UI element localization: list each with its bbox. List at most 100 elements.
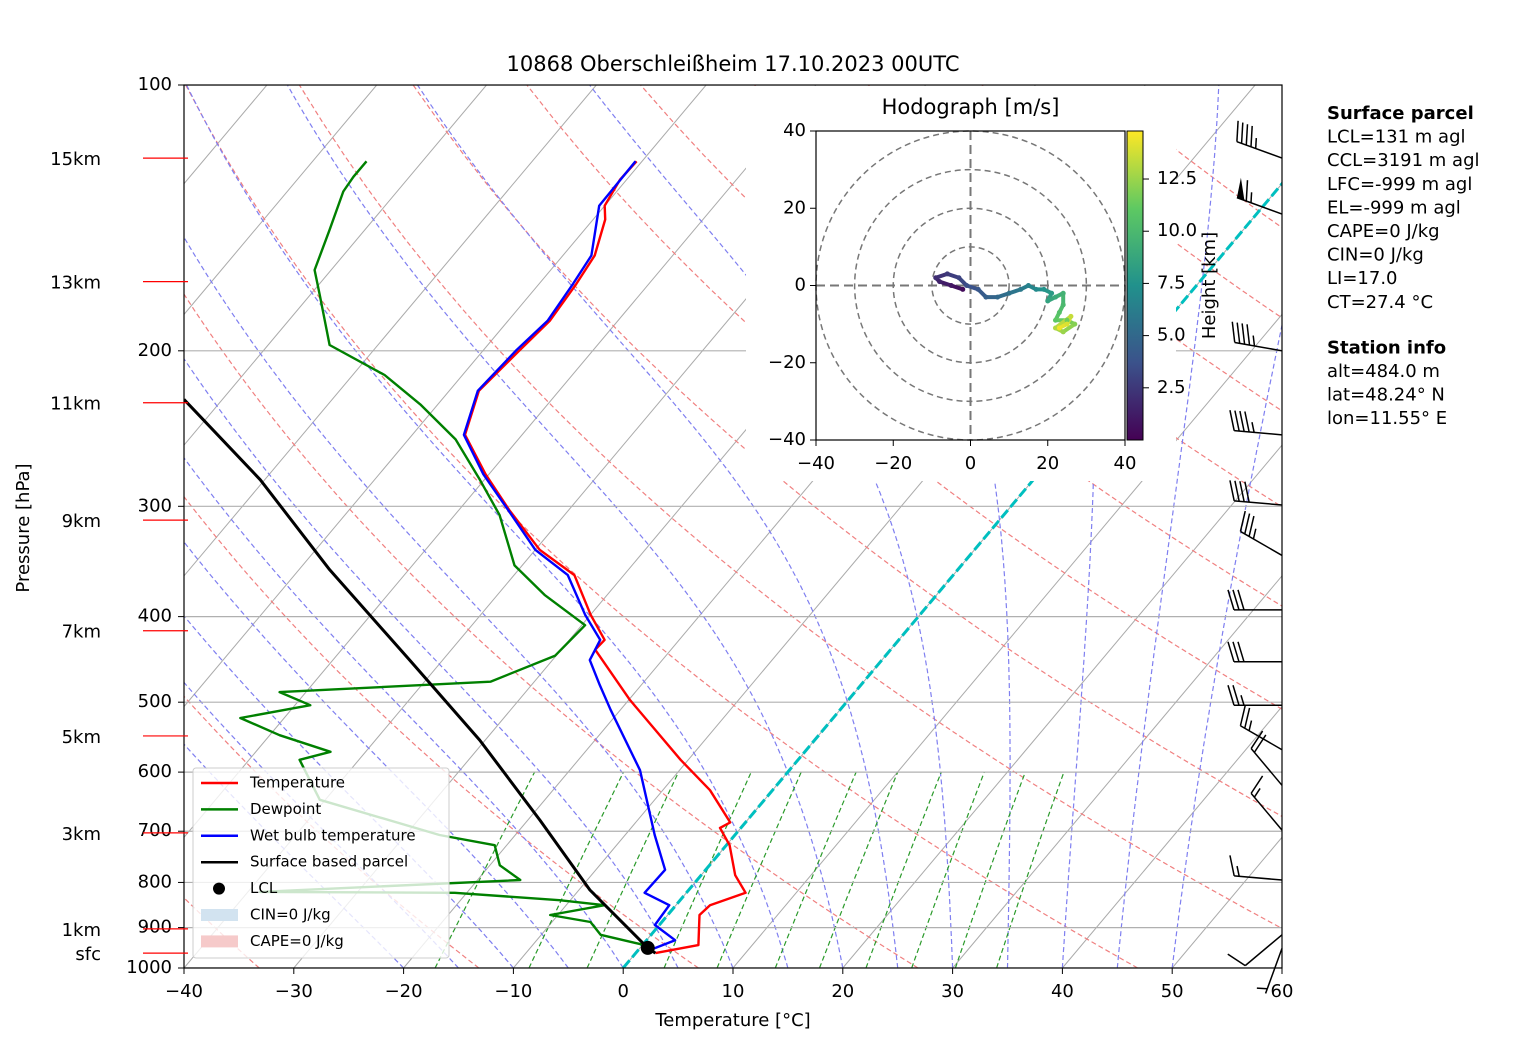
barb-feather [1241,323,1246,345]
info-line: alt=484.0 m [1327,361,1440,382]
wind-barb [1250,730,1283,786]
y-tick-label: 400 [138,606,172,627]
hodograph-point [1052,294,1058,300]
info-line: LCL=131 m agl [1327,127,1466,148]
barb-feather [1239,705,1246,726]
barb-feather [1245,180,1249,202]
barb-feather [1250,730,1264,749]
hodograph-point [975,286,981,292]
barb-feather [1227,685,1235,706]
legend-label: Temperature [249,774,345,792]
hodograph-background [746,86,1176,481]
hodograph-point [1060,302,1066,308]
barb-feather [1246,324,1251,346]
barb-half-feather [1254,138,1258,149]
moist-adiabat [184,541,569,968]
legend-label: Surface based parcel [250,853,408,871]
info-line: CCL=3191 m agl [1327,150,1480,171]
barb-staff [1234,875,1283,881]
height-label: 1km [62,920,101,941]
barb-feather [1231,321,1236,343]
colorbar-tick-label: 12.5 [1157,168,1197,189]
isotherm [732,313,1282,968]
x-tick-label: −10 [494,981,532,1002]
info-line: CT=27.4 °C [1327,292,1433,313]
profile-line [184,398,657,955]
colorbar-tick-label: 7.5 [1157,272,1186,293]
wind-barb [1227,934,1283,967]
x-tick-label: 0 [965,453,976,474]
profile-line [462,160,677,952]
x-tick-label: 40 [1051,981,1074,1002]
y-tick-label: 900 [138,917,172,938]
moist-adiabat [184,456,624,968]
barb-half-feather [1250,192,1253,203]
barb-half-feather [1236,865,1240,877]
x-tick-label: 30 [941,981,964,1002]
info-line: LI=17.0 [1327,268,1398,289]
legend-swatch [201,935,238,948]
hodograph-point [937,279,943,285]
legend-frame [192,767,450,959]
wind-barb [1231,321,1283,352]
barb-staff [1240,530,1283,557]
barb-feather [1236,120,1239,142]
moist-adiabat [286,85,844,968]
barb-staff [1234,341,1283,352]
barb-staff [1234,429,1283,436]
hodograph-point [1052,317,1058,323]
barb-feather [1227,953,1246,967]
y-tick-label: −40 [768,429,806,450]
barb-flag [1236,177,1245,201]
y-tick-label: 300 [138,495,172,516]
y-tick-label: 500 [138,691,172,712]
barb-staff [1250,748,1283,786]
wind-barb [1236,120,1283,159]
hodograph-title: Hodograph [m/s] [882,95,1060,119]
barb-feather [1250,775,1264,794]
legend-label: Dewpoint [250,800,321,818]
hodograph-point [1068,313,1074,319]
hodograph-point [1006,290,1012,296]
barb-staff [1244,934,1283,967]
legend-label: Wet bulb temperature [250,826,416,844]
barb-feather [1227,641,1235,663]
legend-label: CIN=0 J/kg [250,906,331,924]
wind-barb [1236,177,1283,215]
dry-adiabat [184,495,699,968]
barb-feather [1229,410,1235,431]
plot-data [184,160,1282,968]
barb-staff [1236,140,1283,159]
y-tick-label: 600 [138,761,172,782]
x-tick-label: 40 [1114,453,1137,474]
hodograph-point [1033,286,1039,292]
isotherm [184,85,707,708]
barb-feather [1236,322,1241,344]
hodograph-point [995,294,1001,300]
info-line: CIN=0 J/kg [1327,245,1424,266]
wind-barb [1227,641,1282,663]
hodograph-point [933,275,939,281]
barb-half-feather [1248,720,1253,731]
hodograph-point [960,286,966,292]
x-tick-label: −20 [874,453,912,474]
wind-barb [1227,685,1282,706]
x-tick-label: 50 [1161,981,1184,1002]
hodograph-point [1060,290,1066,296]
height-label: 7km [62,622,101,643]
info-heading: Surface parcel [1327,103,1474,124]
x-tick-label: −40 [797,453,835,474]
barb-half-feather [1251,422,1255,433]
barb-feather [1248,515,1255,537]
barb-feather [1244,411,1250,433]
isotherm [1062,705,1282,968]
lcl-marker [640,940,655,955]
isotherm [842,444,1282,968]
info-line: lon=11.55° E [1327,408,1447,429]
hodograph-point [1052,325,1058,331]
barb-staff [1250,792,1283,831]
moist-adiabat [417,85,899,968]
y-axis-label: Pressure [hPa] [13,463,34,592]
moist-adiabat [1171,322,1282,968]
dry-adiabat [185,85,1138,968]
